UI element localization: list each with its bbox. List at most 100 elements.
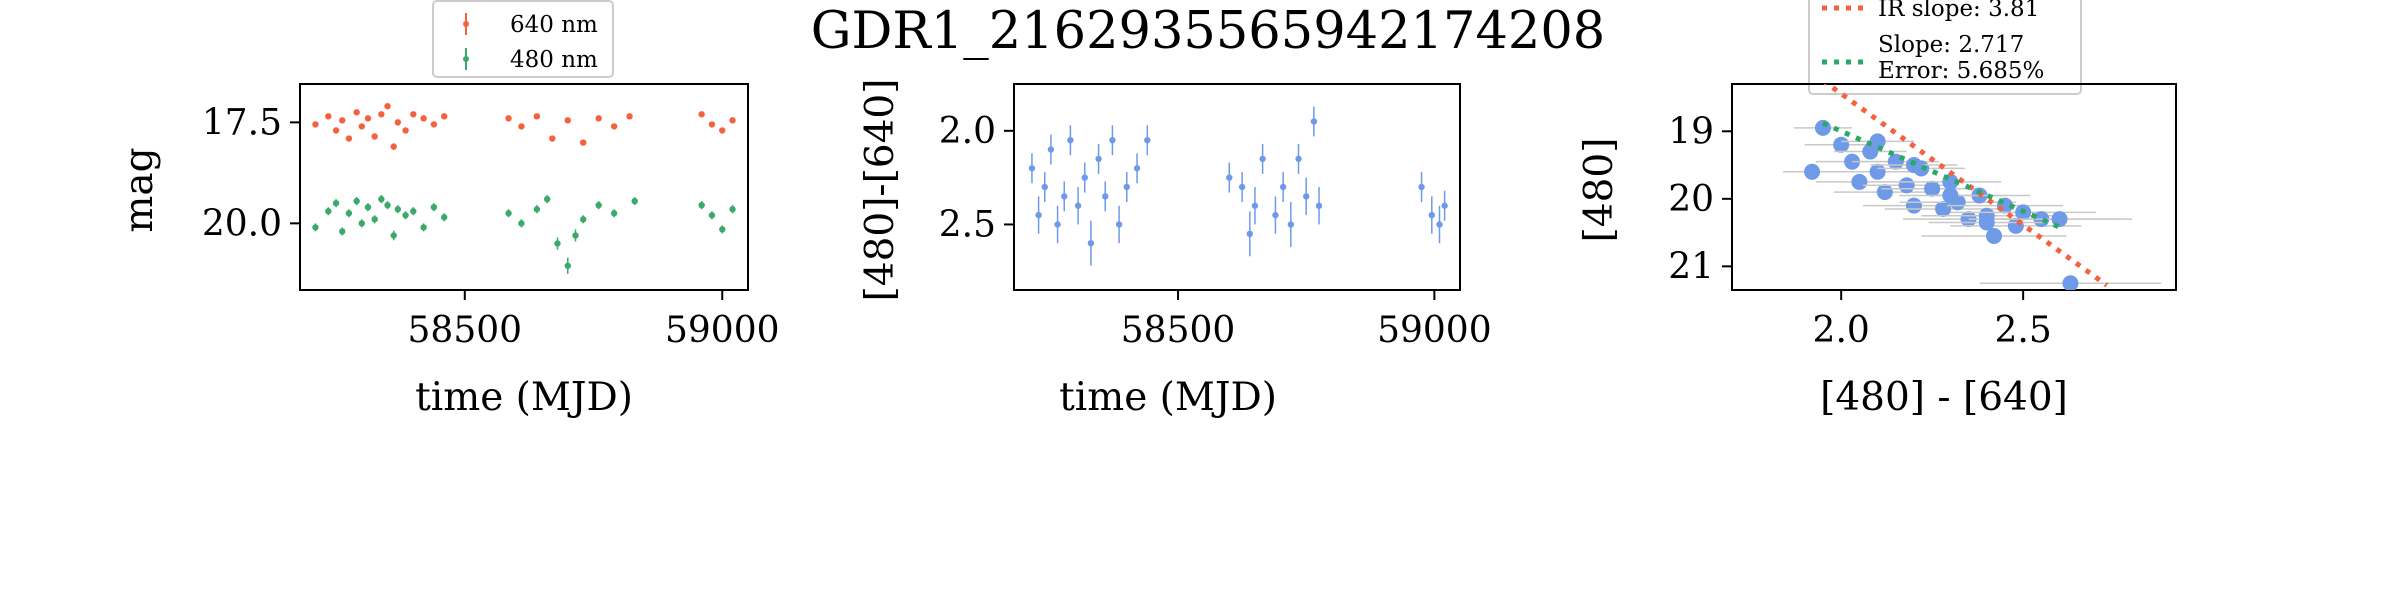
data-point	[420, 224, 426, 230]
legend-marker-640-dot	[463, 21, 469, 27]
panel-3-xlabel: [480] - [640]	[1820, 375, 2068, 420]
data-point	[626, 113, 632, 119]
data-point	[365, 115, 371, 121]
legend-label-error: Error: 5.685%	[1878, 58, 2044, 84]
data-point	[580, 216, 586, 222]
data-point	[1815, 120, 1831, 136]
data-point	[554, 240, 560, 246]
data-point	[1088, 240, 1094, 246]
data-point	[359, 123, 365, 129]
panel-1-legend: 640 nm 480 nm	[433, 1, 613, 77]
data-point	[346, 135, 352, 141]
data-point	[1102, 193, 1108, 199]
data-point	[505, 115, 511, 121]
data-point	[709, 121, 715, 127]
data-point	[1116, 221, 1122, 227]
data-point	[1252, 203, 1258, 209]
data-point	[1877, 184, 1893, 200]
data-point	[1259, 156, 1265, 162]
x-tick-label: 58500	[1121, 310, 1236, 351]
data-point	[325, 208, 331, 214]
data-point	[353, 198, 359, 204]
data-point	[1851, 174, 1867, 190]
data-point	[353, 109, 359, 115]
data-point	[518, 220, 524, 226]
data-point	[1280, 184, 1286, 190]
data-point	[1109, 137, 1115, 143]
data-point	[339, 228, 345, 234]
data-point	[1899, 177, 1915, 193]
data-point	[1906, 198, 1922, 214]
data-point	[391, 143, 397, 149]
data-point	[1924, 181, 1940, 197]
data-point	[1311, 118, 1317, 124]
data-point	[518, 123, 524, 129]
data-point	[1067, 137, 1073, 143]
data-point	[611, 210, 617, 216]
x-tick-label: 59000	[1377, 310, 1492, 351]
y-tick-label: 19	[1668, 111, 1714, 152]
data-point	[1418, 184, 1424, 190]
data-point	[359, 220, 365, 226]
data-point	[365, 204, 371, 210]
x-tick-label: 2.0	[1813, 310, 1870, 351]
data-point	[1082, 174, 1088, 180]
panel-1-ylabel: mag	[117, 147, 162, 232]
data-point	[505, 210, 511, 216]
data-point	[1935, 201, 1951, 217]
data-point	[1316, 203, 1322, 209]
data-point	[611, 123, 617, 129]
data-point	[544, 196, 550, 202]
data-point	[1441, 203, 1447, 209]
data-point	[1986, 228, 2002, 244]
data-point	[371, 133, 377, 139]
y-tick-label: 21	[1668, 246, 1714, 287]
data-point	[698, 111, 704, 117]
panel-2-ylabel: [480]-[640]	[858, 79, 903, 302]
data-point	[1804, 164, 1820, 180]
data-point	[1134, 165, 1140, 171]
data-point	[402, 127, 408, 133]
figure-title: GDR1_2162935565942174208	[811, 2, 1605, 61]
x-tick-label: 59000	[665, 310, 780, 351]
data-point	[1061, 193, 1067, 199]
data-point	[1303, 193, 1309, 199]
data-point	[371, 216, 377, 222]
data-point	[420, 115, 426, 121]
data-point	[1226, 174, 1232, 180]
data-point	[709, 212, 715, 218]
data-point	[2062, 275, 2078, 291]
data-point	[384, 103, 390, 109]
data-point	[632, 198, 638, 204]
legend-label-slope: Slope: 2.717	[1878, 32, 2024, 58]
data-point	[719, 226, 725, 232]
data-point	[395, 119, 401, 125]
data-point	[1870, 164, 1886, 180]
data-point	[325, 113, 331, 119]
panel-2-xlabel: time (MJD)	[1059, 375, 1277, 420]
data-point	[1048, 146, 1054, 152]
y-tick-label: 20.0	[202, 203, 282, 244]
data-point	[333, 200, 339, 206]
panel-1-xlabel: time (MJD)	[415, 375, 633, 420]
data-point	[312, 224, 318, 230]
data-point	[441, 113, 447, 119]
x-tick-label: 58500	[408, 310, 523, 351]
data-point	[410, 208, 416, 214]
data-point	[595, 115, 601, 121]
legend-marker-480-dot	[463, 56, 469, 62]
data-point	[1075, 203, 1081, 209]
data-point	[1436, 221, 1442, 227]
data-point	[565, 117, 571, 123]
x-tick-label: 2.5	[1995, 310, 2052, 351]
data-point	[1029, 165, 1035, 171]
data-point	[441, 214, 447, 220]
data-point	[729, 206, 735, 212]
data-point	[410, 111, 416, 117]
data-point	[534, 206, 540, 212]
data-point	[339, 117, 345, 123]
data-point	[565, 263, 571, 269]
data-point	[1035, 212, 1041, 218]
data-point	[1042, 184, 1048, 190]
data-point	[1095, 156, 1101, 162]
